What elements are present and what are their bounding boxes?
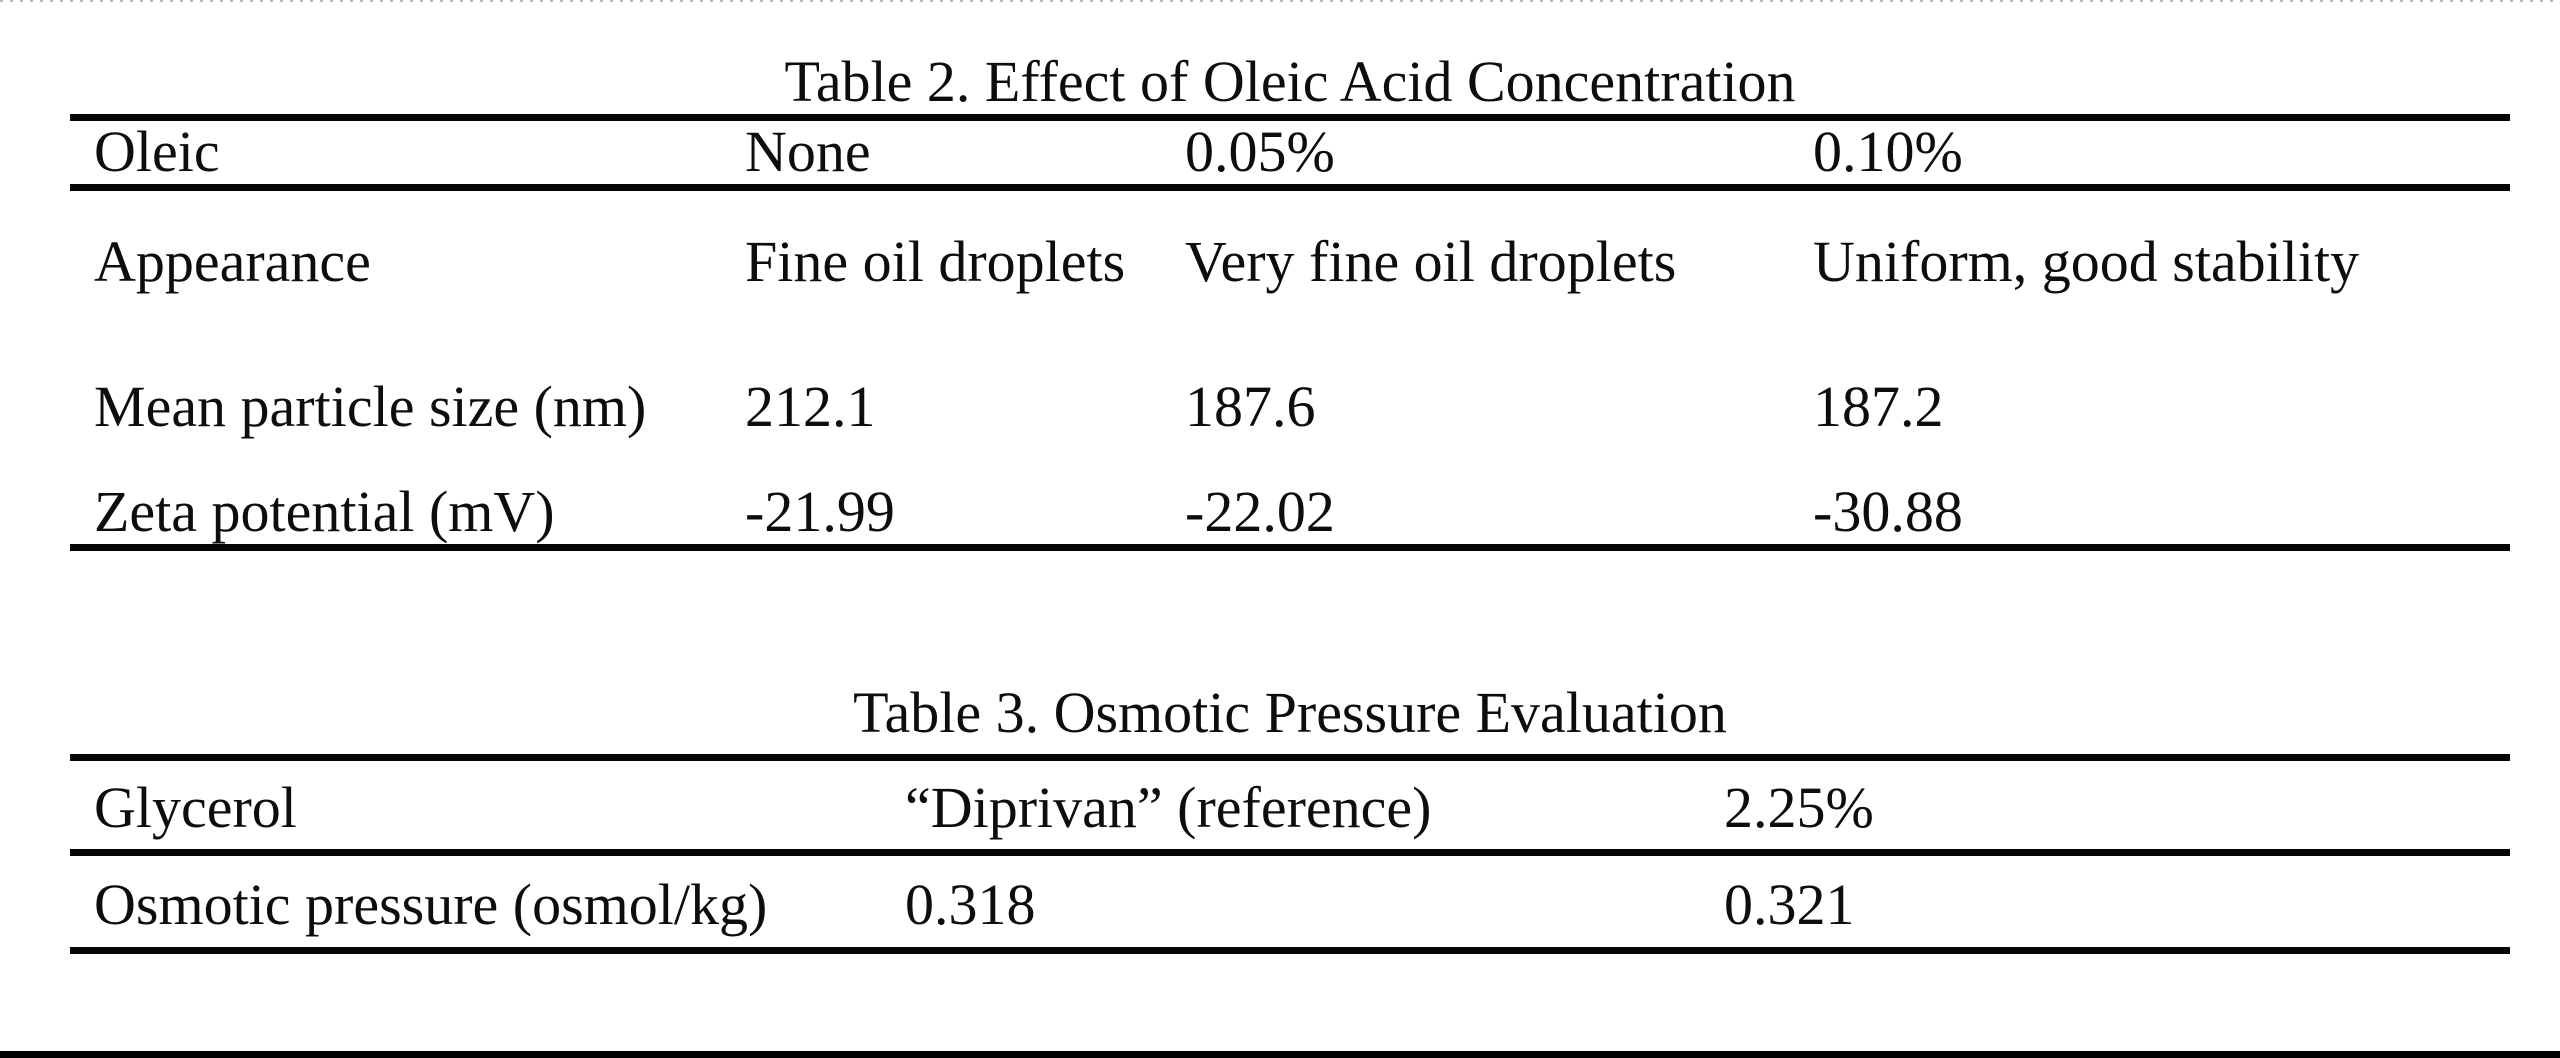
table2-top-rule (70, 114, 2510, 121)
table2-mean-size-value-3: 187.2 (1813, 374, 1944, 439)
table2-mean-size-label: Mean particle size (nm) (94, 374, 647, 439)
table3-osmotic-label: Osmotic pressure (osmol/kg) (94, 872, 768, 937)
table3-osmotic-value-1: 0.318 (905, 872, 1036, 937)
table3-glycerol-value-1: “Diprivan” (reference) (905, 775, 1432, 840)
page-top-edge-artifact (0, 0, 2560, 2)
table2-zeta-value-1: -21.99 (745, 479, 895, 544)
table3-top-rule (70, 754, 2510, 761)
table2-appearance-value-2: Very fine oil droplets (1185, 229, 1677, 294)
page-bottom-bar (0, 1051, 2560, 1058)
table3-header-row: Glycerol “Diprivan” (reference) 2.25% (0, 776, 2560, 840)
table3-bottom-rule (70, 947, 2510, 954)
table2-zeta-value-3: -30.88 (1813, 479, 1963, 544)
table2-zeta-value-2: -22.02 (1185, 479, 1335, 544)
table2-header-value-010: 0.10% (1813, 119, 1963, 184)
table2-appearance-value-1: Fine oil droplets (745, 229, 1126, 294)
table2-header-value-005: 0.05% (1185, 119, 1335, 184)
table2-header-row: Oleic None 0.05% 0.10% (0, 120, 2560, 184)
table-row: Osmotic pressure (osmol/kg) 0.318 0.321 (0, 873, 2560, 937)
table-row: Zeta potential (mV) -21.99 -22.02 -30.88 (0, 480, 2560, 544)
table2-header-value-none: None (745, 119, 871, 184)
table3-osmotic-value-2: 0.321 (1724, 872, 1855, 937)
table2-mean-size-value-1: 212.1 (745, 374, 876, 439)
table2-appearance-label: Appearance (94, 229, 371, 294)
table2-bottom-rule (70, 544, 2510, 551)
table2-caption: Table 2. Effect of Oleic Acid Concentrat… (784, 49, 1796, 114)
table2-header-rule (70, 184, 2510, 191)
table2-zeta-label: Zeta potential (mV) (94, 479, 555, 544)
table-row: Mean particle size (nm) 212.1 187.6 187.… (0, 375, 2560, 439)
table-row: Appearance Fine oil droplets Very fine o… (0, 230, 2560, 294)
table2-header-label: Oleic (94, 119, 220, 184)
table2-appearance-value-3: Uniform, good stability (1813, 229, 2360, 294)
table3-caption: Table 3. Osmotic Pressure Evaluation (853, 680, 1727, 745)
table3-glycerol-value-2: 2.25% (1724, 775, 1874, 840)
table3-glycerol-label: Glycerol (94, 775, 297, 840)
table2-mean-size-value-2: 187.6 (1185, 374, 1316, 439)
table3-header-rule (70, 849, 2510, 856)
